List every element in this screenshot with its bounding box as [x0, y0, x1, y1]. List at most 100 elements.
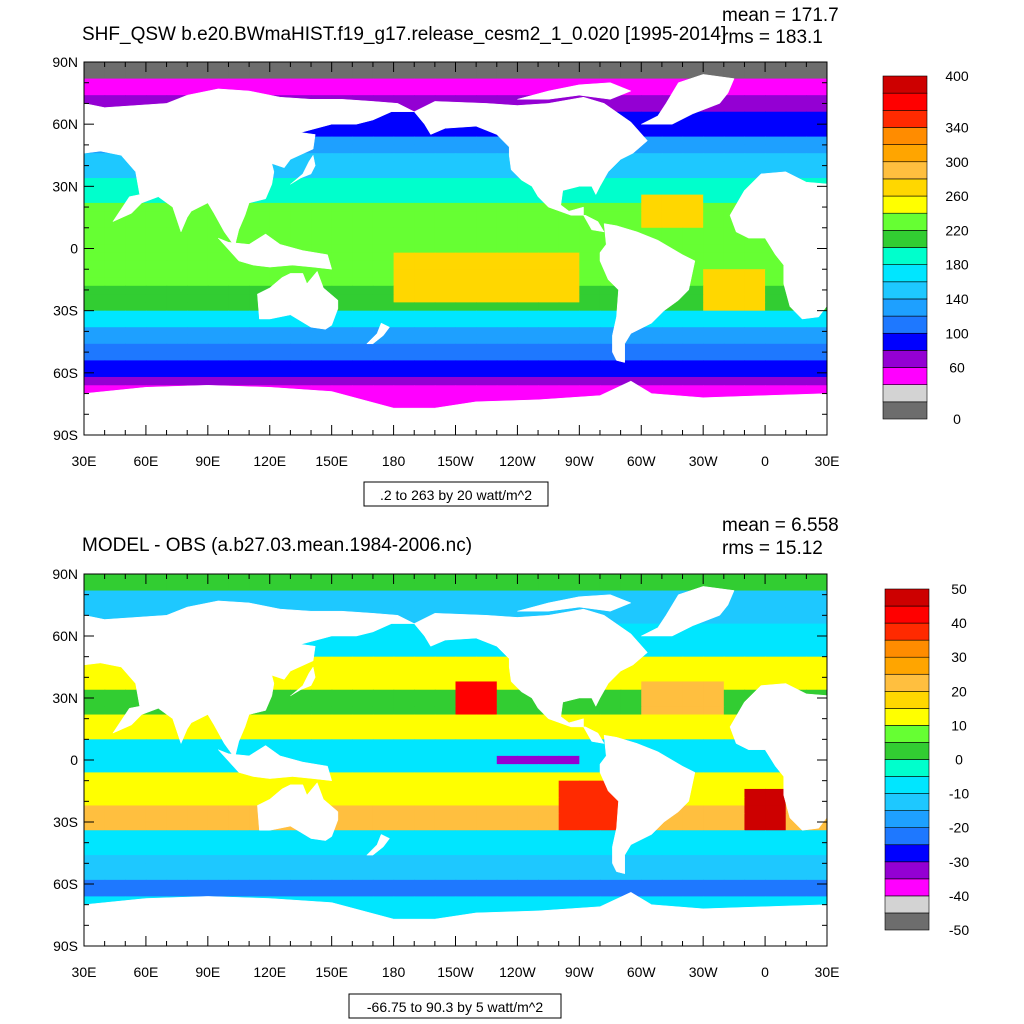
field-cell — [434, 285, 457, 295]
field-cell — [496, 144, 519, 154]
field-cell — [599, 285, 622, 295]
colorbar-swatch — [884, 827, 930, 846]
field-cell — [558, 219, 580, 229]
field-cell — [434, 698, 457, 707]
field-cell — [785, 582, 807, 592]
field-cell — [682, 318, 704, 328]
field-cell — [538, 805, 560, 815]
field-cell — [558, 838, 580, 848]
field-cell — [476, 62, 498, 71]
field-cell — [290, 681, 312, 691]
field-cell — [104, 335, 126, 345]
field-cell — [723, 111, 746, 121]
field-cell — [393, 169, 415, 179]
field-cell — [187, 888, 209, 897]
field-cell — [393, 211, 415, 221]
field-cell — [393, 95, 415, 105]
field-cell — [517, 219, 539, 229]
field-cell — [455, 161, 477, 171]
field-cell — [269, 343, 291, 353]
field-cell — [806, 360, 827, 370]
field-cell — [558, 260, 580, 270]
field-cell — [476, 855, 498, 864]
field-cell — [290, 747, 312, 757]
field-cell — [145, 772, 168, 782]
field-cell — [331, 161, 353, 171]
field-cell — [434, 169, 457, 179]
field-cell — [661, 838, 684, 848]
field-cell — [496, 376, 519, 386]
field-cell — [207, 822, 230, 831]
y-tick-label: 90N — [52, 566, 78, 582]
field-cell — [414, 153, 436, 163]
field-cell — [703, 888, 725, 897]
field-cell — [269, 879, 291, 889]
panel-1-x-axis: 30E 60E 90E 120E 150E 180 150W 120W 90W 60W 30W 0 30… — [72, 62, 839, 469]
field-cell — [84, 86, 106, 96]
field-cell — [785, 95, 807, 105]
field-cell — [228, 838, 250, 848]
field-cell — [414, 706, 436, 716]
field-cell — [599, 62, 622, 71]
land-mask — [599, 734, 696, 875]
field-cell — [703, 780, 725, 790]
field-cell — [785, 136, 807, 146]
field-cell — [311, 78, 333, 88]
field-cell — [414, 302, 436, 312]
field-cell — [744, 648, 766, 658]
field-cell — [207, 294, 230, 303]
field-cell — [703, 855, 725, 864]
field-cell — [703, 838, 725, 848]
field-cell — [393, 656, 415, 666]
field-cell — [331, 153, 353, 163]
field-cell — [414, 574, 436, 583]
field-cell — [620, 78, 642, 88]
field-cell — [352, 360, 374, 370]
field-cell — [331, 78, 353, 88]
field-cell — [352, 128, 374, 138]
field-cell — [682, 70, 704, 80]
field-cell — [166, 277, 188, 287]
field-cell — [290, 590, 312, 600]
field-cell — [269, 731, 291, 740]
field-cell — [806, 631, 827, 641]
field-cell — [806, 855, 827, 864]
field-cell — [228, 260, 250, 270]
field-cell — [682, 285, 704, 295]
field-cell — [476, 202, 498, 212]
field-cell — [393, 294, 415, 303]
field-cell — [723, 656, 746, 666]
field-cell — [187, 252, 209, 262]
x-tick-label: 30E — [72, 453, 97, 469]
field-cell — [187, 574, 209, 583]
field-cell — [765, 582, 787, 592]
field-cell — [104, 260, 126, 270]
field-cell — [785, 343, 807, 353]
field-cell — [187, 376, 209, 386]
field-cell — [723, 120, 746, 129]
field-cell — [125, 582, 147, 592]
field-cell — [311, 879, 333, 889]
x-tick-label: 60W — [627, 964, 657, 980]
field-cell — [538, 896, 560, 906]
field-cell — [496, 598, 519, 608]
field-cell — [744, 623, 766, 633]
field-cell — [269, 211, 291, 221]
field-cell — [311, 598, 333, 608]
field-cell — [661, 169, 684, 179]
field-cell — [393, 582, 415, 592]
field-cell — [290, 327, 312, 337]
land-mask — [729, 683, 827, 831]
field-cell — [765, 888, 787, 897]
field-cell — [538, 252, 560, 262]
field-cell — [125, 310, 147, 320]
field-cell — [84, 764, 106, 773]
field-cell — [517, 813, 539, 823]
colorbar-label: 50 — [951, 581, 967, 597]
field-cell — [455, 252, 477, 262]
field-cell — [744, 294, 766, 303]
field-cell — [538, 211, 560, 221]
field-cell — [682, 169, 704, 179]
field-cell — [661, 227, 684, 237]
